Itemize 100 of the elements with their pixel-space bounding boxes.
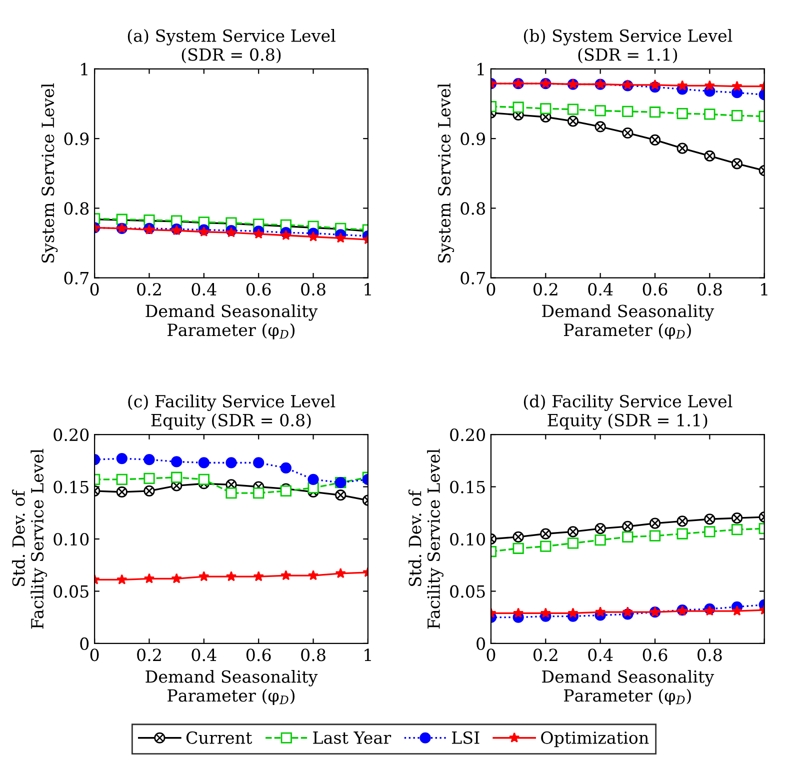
y-tick-label: 0.20 [54,428,89,442]
y-axis-title: System Service Level [41,83,58,263]
point [704,80,715,90]
point [649,530,661,542]
x-tick-label: 0.4 [192,283,216,296]
y-tick-label: 0.20 [450,428,486,442]
y-tick-label: 0.7 [460,272,485,284]
x-tick-label: 0.8 [301,283,326,296]
x-tick-label: 1 [761,283,768,296]
point [335,232,346,243]
point [198,474,210,485]
y-tick-label: 0 [80,637,89,650]
x-tick-label: 0 [90,283,99,296]
point [731,110,743,122]
point [198,457,210,468]
point [253,571,264,582]
point [676,528,688,540]
legend-label: Optimization [541,731,649,748]
y-tick-label: 0.05 [450,585,485,598]
point [512,542,524,554]
chart-title: (c) Facility Service Level Equity (SDR = 0.8) [128,394,336,430]
point [226,227,237,238]
point [567,104,579,115]
point [226,571,237,582]
point [622,531,634,542]
point [308,474,319,485]
y-axis-title: Std. Dev. of Facility Service Level [12,448,48,629]
point [226,457,237,468]
x-tick-label: 0.2 [533,648,558,662]
point [308,570,319,580]
chart-title: (d) Facility Service Level Equity (SDR = 1.1) [524,394,732,430]
y-tick-label: 1 [81,62,88,76]
x-axis-title: Demand Seasonality Parameter (φ$_{D}$) [542,670,714,706]
point [704,526,716,538]
point [676,108,688,120]
y-tick-label: 0.05 [54,585,88,598]
point [731,524,743,536]
point [732,606,742,616]
legend-label: Current [186,731,252,744]
x-tick-label: 0.6 [246,283,271,296]
x-tick-label: 0.4 [192,648,216,662]
x-tick-label: 0 [486,283,496,296]
y-tick-label: 0.15 [450,480,485,494]
point [253,457,264,468]
x-tick-label: 0 [486,648,496,662]
point [198,571,210,582]
point [171,573,182,584]
y-tick-label: 0.9 [460,132,485,146]
x-axis-title: Demand Seasonality Parameter (φ$_{D}$) [146,670,318,706]
point [622,106,634,117]
point [171,472,182,483]
legend-label: Last Year [313,732,392,744]
point [512,102,524,113]
point [116,453,128,464]
x-tick-label: 0.6 [642,283,668,296]
point [253,487,264,499]
y-tick-label: 0.10 [450,532,486,546]
x-tick-label: 0.8 [698,648,722,662]
y-tick-label: 0.15 [54,480,88,494]
point [280,230,292,240]
point [116,574,128,584]
point [116,474,128,485]
y-tick-label: 0.8 [64,202,89,215]
point [280,570,292,580]
point [704,606,715,616]
point [650,79,660,90]
point [704,108,716,120]
point [280,462,292,474]
point [171,456,182,468]
point [335,568,346,578]
y-tick-label: 0.10 [54,532,89,546]
y-tick-label: 0.7 [64,272,88,284]
x-tick-label: 1 [364,648,371,661]
point [144,454,155,466]
point [622,606,633,617]
x-tick-label: 0.6 [642,648,668,662]
point [144,472,155,484]
point [540,540,552,552]
point [567,538,579,549]
y-axis-title: System Service Level [438,83,454,263]
point [226,487,237,499]
point [649,106,661,118]
x-tick-label: 0.4 [588,648,613,662]
x-tick-label: 1 [364,283,371,296]
point [144,485,155,496]
point [732,80,742,91]
point [595,606,606,617]
point [512,608,524,618]
y-axis-title: Std. Dev. of Facility Service Level [408,448,444,629]
x-tick-label: 0.2 [137,648,161,662]
x-tick-label: 0.8 [301,648,326,662]
point [568,608,578,618]
y-tick-label: 0 [476,637,486,650]
y-tick-label: 0.9 [64,132,89,146]
point [677,80,688,90]
legend-label: LSI [452,731,480,744]
point [594,105,606,116]
x-tick-label: 0 [90,648,99,662]
x-tick-label: 0.4 [588,283,613,296]
x-axis-title: Demand Seasonality Parameter (φ$_{D}$) [542,304,714,340]
